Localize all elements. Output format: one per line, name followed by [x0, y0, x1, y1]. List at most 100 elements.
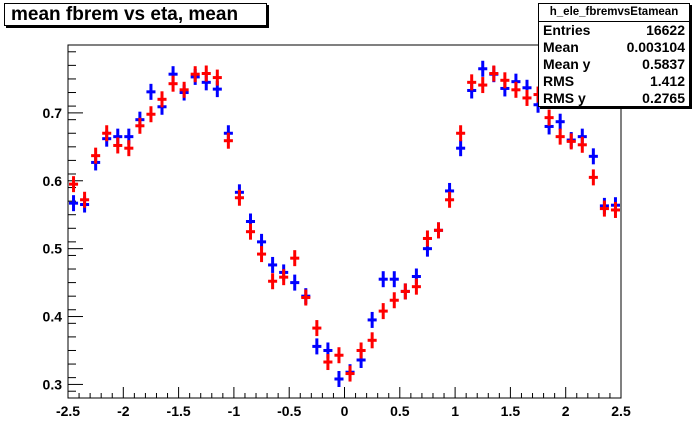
data-point: [588, 169, 598, 186]
data-point: [135, 117, 145, 134]
data-point: [389, 271, 399, 288]
stats-label: RMS y: [543, 90, 586, 106]
data-point: [279, 269, 289, 286]
data-point: [378, 271, 388, 288]
x-tick-label: 1: [451, 403, 459, 419]
data-point: [544, 109, 554, 126]
data-point: [146, 106, 156, 123]
data-point: [433, 222, 444, 239]
data-point: [323, 354, 333, 371]
data-point: [312, 320, 322, 337]
data-point: [190, 66, 200, 83]
data-point: [367, 311, 377, 328]
data-point: [610, 201, 620, 218]
axes: -2.5 -2 -1.5 -1 -0.5 0 0.5 1 1.5 2 2.5 0.3 0.4 0.5 0.6…: [43, 51, 631, 419]
stats-histogram-name: h_ele_fbremvsEtamean: [539, 4, 689, 22]
data-point: [356, 342, 366, 359]
data-point: [102, 125, 112, 142]
data-point: [201, 65, 211, 82]
series-layer: [69, 60, 620, 387]
data-point: [378, 303, 388, 320]
x-tick-label: 0.5: [390, 403, 410, 419]
stats-row-mean: Mean 0.003104: [539, 39, 689, 56]
y-tick-label: 0.3: [43, 376, 63, 392]
data-point: [511, 81, 521, 98]
series-2: [69, 65, 620, 382]
data-point: [478, 60, 488, 77]
data-point: [124, 140, 134, 157]
data-point: [489, 65, 499, 82]
data-point: [478, 77, 488, 94]
x-tick-label: -2.5: [56, 403, 80, 419]
data-point: [69, 195, 79, 212]
data-point: [312, 338, 322, 355]
data-point: [599, 200, 609, 217]
data-point: [69, 176, 79, 193]
x-tick-label: 1.5: [501, 403, 521, 419]
data-point: [179, 81, 189, 98]
data-point: [301, 289, 311, 306]
data-point: [168, 75, 178, 92]
data-point: [334, 370, 344, 387]
x-tick-label: 2.5: [611, 403, 631, 419]
x-tick-label: -2: [117, 403, 130, 419]
data-point: [334, 347, 344, 364]
data-point: [522, 89, 532, 106]
data-point: [389, 292, 399, 309]
data-point: [146, 83, 156, 100]
data-point: [223, 132, 233, 149]
data-point: [445, 191, 455, 208]
data-point: [80, 191, 90, 208]
stats-value: 1.412: [649, 73, 685, 89]
data-point: [345, 365, 355, 382]
data-point: [290, 274, 300, 291]
data-point: [588, 148, 598, 165]
data-point: [91, 147, 101, 164]
stats-label: Mean: [543, 39, 579, 55]
stats-value: 0.003104: [626, 39, 685, 55]
y-tick-label: 0.6: [43, 173, 63, 189]
stats-row-entries: Entries 16622: [539, 22, 689, 39]
stats-label: RMS: [543, 73, 575, 89]
data-point: [577, 136, 587, 153]
stats-row-rms-y: RMS y 0.2765: [539, 90, 689, 107]
data-point: [245, 223, 256, 240]
stats-box: h_ele_fbremvsEtamean Entries 16622 Mean …: [538, 3, 690, 107]
data-point: [555, 128, 565, 145]
data-point: [400, 283, 410, 300]
data-point: [268, 273, 278, 290]
data-point: [422, 230, 432, 247]
data-point: [268, 256, 278, 273]
stats-row-mean-y: Mean y 0.5837: [539, 56, 689, 73]
data-point: [367, 332, 377, 349]
y-tick-label: 0.7: [43, 105, 63, 121]
data-point: [456, 125, 466, 142]
x-tick-label: 2: [562, 403, 570, 419]
data-point: [555, 113, 565, 130]
plot-frame: [67, 44, 622, 399]
y-tick-label: 0.5: [43, 241, 63, 257]
data-point: [500, 72, 510, 89]
data-point: [113, 137, 123, 154]
stats-label: Mean y: [543, 56, 591, 72]
data-point: [411, 278, 421, 295]
stats-value: 0.5837: [642, 56, 685, 72]
data-point: [157, 91, 167, 108]
data-point: [566, 133, 576, 150]
stats-value: 16622: [646, 22, 685, 38]
data-point: [456, 140, 466, 157]
stats-row-rms: RMS 1.412: [539, 73, 689, 90]
x-tick-label: -1.5: [167, 403, 191, 419]
x-tick-label: 0: [341, 403, 349, 419]
x-tick-label: -0.5: [277, 403, 301, 419]
data-point: [212, 69, 222, 86]
data-point: [257, 246, 267, 263]
stats-value: 0.2765: [642, 90, 685, 106]
data-point: [290, 250, 300, 267]
y-tick-label: 0.4: [43, 309, 63, 325]
data-point: [467, 74, 477, 91]
chart-title: mean fbrem vs eta, mean: [4, 3, 267, 26]
data-point: [234, 189, 244, 206]
stats-label: Entries: [543, 22, 591, 38]
